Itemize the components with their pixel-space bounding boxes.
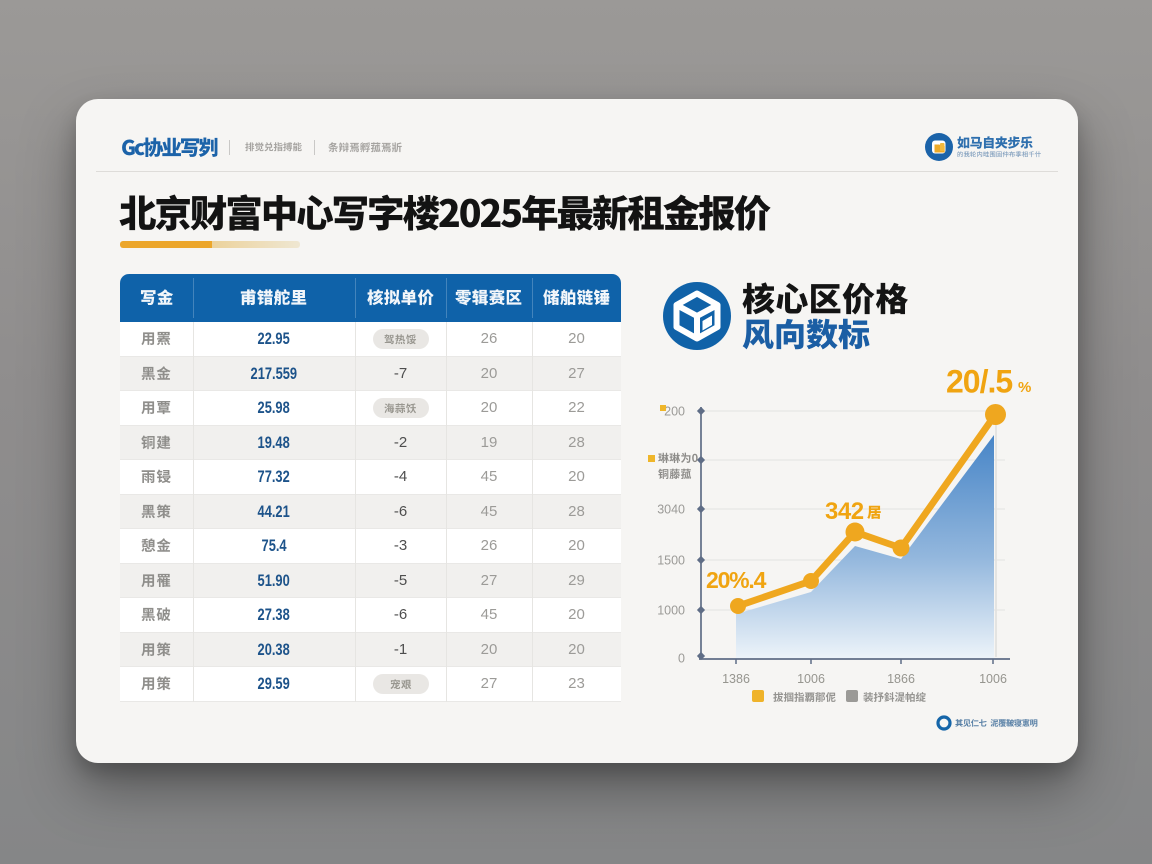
svg-text:1866: 1866	[887, 672, 915, 686]
svg-text:1006: 1006	[797, 672, 825, 686]
svg-text:1500: 1500	[657, 554, 685, 568]
svg-text:3040: 3040	[657, 503, 685, 517]
svg-text:1000: 1000	[657, 604, 685, 618]
svg-text:%: %	[1018, 379, 1031, 396]
svg-text:20%.4: 20%.4	[706, 567, 767, 593]
svg-text:1006: 1006	[979, 672, 1007, 686]
svg-text:1386: 1386	[722, 672, 750, 686]
svg-text:20/.5: 20/.5	[946, 364, 1012, 400]
svg-text:200: 200	[664, 405, 685, 419]
svg-text:0: 0	[678, 652, 685, 666]
svg-text:342: 342	[825, 498, 864, 525]
